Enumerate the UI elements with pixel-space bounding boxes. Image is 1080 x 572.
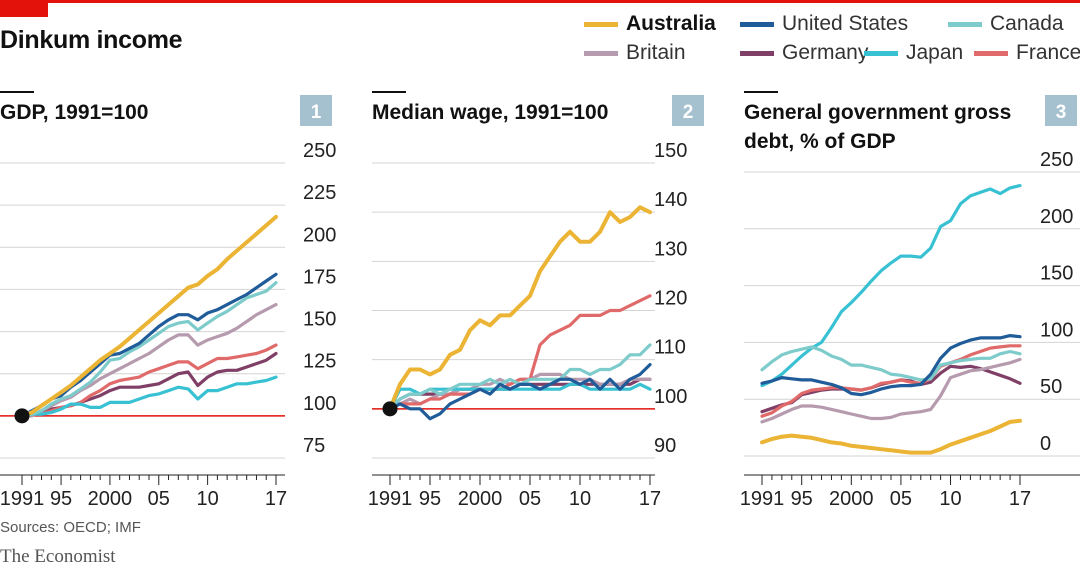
legend-item-united-states: United States — [740, 12, 908, 36]
y-tick-label: 110 — [654, 337, 686, 359]
x-tick-label: 05 — [890, 488, 912, 510]
series-line-united-states — [388, 363, 652, 421]
legend-item-japan: Japan — [864, 41, 963, 65]
x-tick-label: 1991 — [740, 488, 785, 510]
y-tick-label: 100 — [303, 393, 336, 415]
legend-label: France — [1016, 41, 1080, 64]
legend-swatch — [740, 50, 774, 56]
legend-swatch — [584, 21, 618, 27]
panel-number: 1 — [311, 102, 322, 123]
legend-label: Australia — [626, 12, 716, 35]
x-tick-label: 10 — [939, 488, 961, 510]
brand-tag — [0, 0, 48, 17]
y-tick-label: 75 — [303, 435, 325, 457]
legend-swatch — [948, 21, 982, 27]
source-note: Sources: OECD; IMF — [0, 519, 141, 536]
legend-label: Canada — [990, 12, 1064, 35]
y-tick-label: 150 — [1040, 263, 1073, 285]
series-line-japan — [760, 184, 1022, 388]
y-tick-label: 150 — [303, 309, 336, 331]
legend-label: United States — [782, 12, 909, 35]
legend-swatch — [740, 21, 774, 27]
legend-item-canada: Canada — [948, 12, 1064, 36]
y-tick-label: 0 — [1040, 433, 1051, 455]
start-point-marker — [382, 401, 398, 417]
publisher-logo: The Economist — [0, 546, 116, 567]
start-point-marker — [14, 408, 30, 424]
legend-label: Germany — [782, 41, 869, 64]
y-tick-label: 150 — [654, 140, 687, 162]
panel-number-box — [300, 95, 332, 126]
x-tick-label: 2000 — [88, 488, 133, 510]
panel-number-box — [672, 95, 704, 126]
series-line-canada — [20, 281, 278, 418]
series-line-australia — [20, 214, 278, 418]
panel-number-box — [1045, 95, 1077, 126]
x-tick-label: 2000 — [458, 488, 503, 510]
x-tick-label: 95 — [50, 488, 72, 510]
panel-number: 3 — [1056, 102, 1067, 123]
y-tick-label: 125 — [303, 351, 336, 373]
y-tick-label: 200 — [1040, 206, 1073, 228]
series-line-france — [20, 343, 278, 418]
series-line-britain — [760, 357, 1022, 424]
panel-title: General government gross — [744, 101, 1011, 124]
y-tick-label: 225 — [303, 182, 336, 204]
panel-title: Median wage, 1991=100 — [372, 101, 608, 124]
series-line-britain — [20, 303, 278, 418]
y-tick-label: 120 — [654, 288, 687, 310]
x-tick-label: 1991 — [0, 488, 44, 510]
legend-label: Britain — [626, 41, 686, 64]
y-tick-label: 140 — [654, 189, 687, 211]
y-tick-label: 50 — [1040, 376, 1062, 398]
x-tick-label: 10 — [569, 488, 591, 510]
panel-title: GDP, 1991=100 — [0, 101, 149, 124]
legend-item-germany: Germany — [740, 41, 868, 65]
panel-title: debt, % of GDP — [744, 130, 896, 153]
y-tick-label: 175 — [303, 266, 336, 288]
legend-swatch — [864, 50, 898, 56]
series-line-canada — [760, 345, 1022, 382]
x-tick-label: 17 — [265, 488, 287, 510]
series-line-japan — [20, 375, 278, 418]
y-tick-label: 200 — [303, 224, 336, 246]
chart-panel-3: General government gross debt, % of GDP 3 0… — [740, 91, 1080, 510]
x-tick-label: 95 — [791, 488, 813, 510]
x-tick-label: 95 — [419, 488, 441, 510]
y-tick-label: 90 — [654, 435, 676, 457]
legend: Australia United States Canada Britain Germa… — [584, 12, 1080, 72]
y-tick-label: 130 — [654, 238, 687, 260]
chart-panel-1: GDP, 1991=100 175100125150175200225250199… — [0, 91, 336, 510]
x-tick-label: 05 — [148, 488, 170, 510]
legend-swatch — [974, 50, 1008, 56]
legend-swatch — [584, 50, 618, 56]
series-line-united-states — [20, 272, 278, 418]
series-line-france — [760, 344, 1022, 418]
y-tick-label: 250 — [303, 140, 336, 162]
x-tick-label: 10 — [196, 488, 218, 510]
legend-item-france: France — [974, 41, 1080, 65]
x-tick-label: 17 — [639, 488, 661, 510]
panel-number: 2 — [683, 102, 694, 123]
series-line-united-states — [760, 334, 1022, 397]
x-tick-label: 2000 — [829, 488, 874, 510]
top-rule — [0, 0, 1080, 3]
chart-panel-2: Median wage, 1991=100 2 90 100 110 120 130 140 1… — [368, 91, 704, 510]
y-tick-label: 100 — [654, 386, 687, 408]
x-tick-label: 17 — [1009, 488, 1031, 510]
series-line-france — [388, 294, 652, 411]
series-line-australia — [388, 205, 652, 411]
x-tick-label: 1991 — [368, 488, 413, 510]
legend-item-britain: Britain — [584, 41, 686, 65]
y-tick-label: 100 — [1040, 319, 1073, 341]
legend-item-australia: Australia — [584, 12, 716, 36]
legend-label: Japan — [906, 41, 964, 64]
x-tick-label: 05 — [519, 488, 541, 510]
y-tick-label: 250 — [1040, 149, 1073, 171]
series-line-australia — [760, 418, 1022, 455]
chart-title: Dinkum income — [0, 26, 183, 54]
